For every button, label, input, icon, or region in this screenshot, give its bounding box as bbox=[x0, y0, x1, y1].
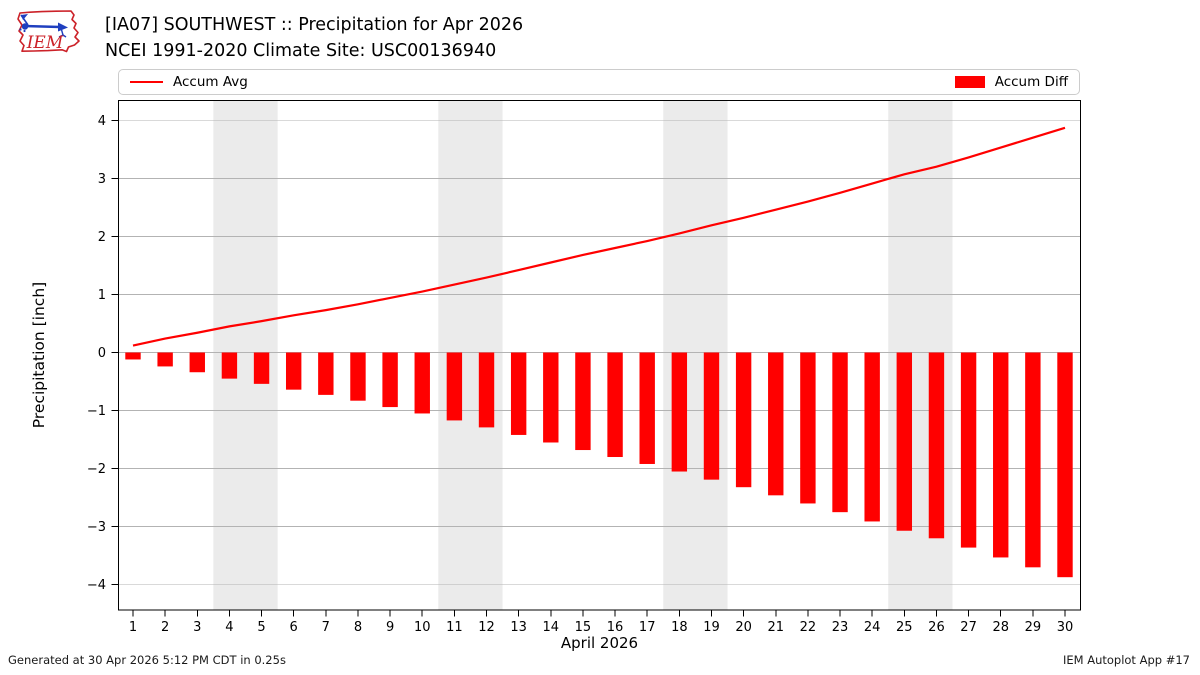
svg-text:21: 21 bbox=[767, 620, 784, 635]
svg-text:11: 11 bbox=[446, 620, 463, 635]
bar-day-17 bbox=[639, 352, 655, 464]
x-axis-label: April 2026 bbox=[561, 634, 638, 652]
wind-vane-icon bbox=[19, 14, 68, 38]
svg-text:5: 5 bbox=[257, 620, 265, 635]
bar-day-13 bbox=[510, 352, 527, 435]
svg-text:−4: −4 bbox=[87, 578, 106, 593]
bar-day-28 bbox=[993, 352, 1009, 558]
bar-day-4 bbox=[221, 352, 238, 379]
svg-text:1: 1 bbox=[129, 620, 137, 635]
svg-text:2: 2 bbox=[161, 620, 169, 635]
svg-text:3: 3 bbox=[98, 172, 106, 187]
bar-day-26 bbox=[928, 352, 945, 539]
svg-text:26: 26 bbox=[928, 620, 945, 635]
svg-text:9: 9 bbox=[386, 620, 394, 635]
svg-text:18: 18 bbox=[671, 620, 688, 635]
x-axis-ticks: 1 2 3 4 5 6 7 8 9 10 11 12 13 14 15 16 17 18 19 20 21 22 23 24 2… bbox=[129, 610, 1073, 635]
bar-day-20 bbox=[735, 352, 752, 488]
plot-frame bbox=[118, 100, 1081, 611]
iowa-outline-icon bbox=[17, 10, 80, 53]
svg-text:27: 27 bbox=[960, 620, 977, 635]
svg-text:23: 23 bbox=[832, 620, 849, 635]
svg-text:25: 25 bbox=[896, 620, 913, 635]
bar-day-11 bbox=[446, 352, 463, 421]
svg-text:30: 30 bbox=[1057, 620, 1074, 635]
svg-text:−1: −1 bbox=[87, 404, 106, 419]
legend-item-accum-avg: Accum Avg bbox=[130, 74, 248, 90]
accum-diff-bars bbox=[125, 352, 1073, 578]
bar-day-30 bbox=[1057, 352, 1073, 578]
y-axis-label: Precipitation [inch] bbox=[30, 282, 48, 428]
svg-text:28: 28 bbox=[992, 620, 1009, 635]
bar-day-27 bbox=[960, 352, 977, 548]
bar-day-7 bbox=[318, 352, 334, 395]
legend: Accum Avg Accum Diff bbox=[118, 69, 1080, 95]
bar-day-19 bbox=[703, 352, 720, 480]
bar-day-2 bbox=[157, 352, 173, 367]
bar-day-1 bbox=[125, 352, 141, 360]
bar-day-14 bbox=[543, 352, 559, 443]
logo-text: IEM bbox=[26, 33, 64, 53]
bar-day-23 bbox=[832, 352, 848, 513]
gridlines bbox=[118, 119, 1081, 586]
bar-swatch-icon bbox=[954, 76, 985, 88]
bar-day-10 bbox=[414, 352, 430, 414]
bar-day-24 bbox=[864, 352, 880, 522]
svg-text:0: 0 bbox=[98, 346, 106, 361]
bar-day-18 bbox=[671, 352, 688, 472]
bar-day-15 bbox=[575, 352, 591, 451]
svg-text:8: 8 bbox=[354, 620, 362, 635]
bar-day-29 bbox=[1025, 352, 1041, 568]
svg-text:22: 22 bbox=[800, 620, 817, 635]
svg-text:4: 4 bbox=[225, 620, 233, 635]
chart-subtitle: NCEI 1991-2020 Climate Site: USC00136940 bbox=[105, 41, 497, 61]
legend-label-accum-diff: Accum Diff bbox=[994, 74, 1068, 90]
svg-text:1: 1 bbox=[98, 288, 106, 303]
legend-item-accum-diff: Accum Diff bbox=[954, 74, 1068, 90]
bar-day-22 bbox=[800, 352, 816, 504]
svg-text:19: 19 bbox=[703, 620, 720, 635]
svg-text:16: 16 bbox=[607, 620, 624, 635]
bar-day-6 bbox=[285, 352, 302, 390]
svg-text:4: 4 bbox=[98, 114, 106, 129]
svg-text:17: 17 bbox=[639, 620, 656, 635]
svg-text:15: 15 bbox=[575, 620, 592, 635]
svg-text:7: 7 bbox=[322, 620, 330, 635]
bar-day-21 bbox=[768, 352, 784, 496]
svg-text:12: 12 bbox=[478, 620, 495, 635]
generated-timestamp: Generated at 30 Apr 2026 5:12 PM CDT in … bbox=[8, 653, 286, 667]
y-axis-ticks: 4 3 2 1 0 −1 −2 −3 −4 bbox=[87, 114, 119, 593]
bar-day-16 bbox=[607, 352, 623, 458]
svg-text:13: 13 bbox=[510, 620, 527, 635]
svg-text:14: 14 bbox=[543, 620, 560, 635]
svg-text:3: 3 bbox=[193, 620, 201, 635]
bar-day-8 bbox=[350, 352, 366, 401]
title-block: [IA07] SOUTHWEST :: Precipitation for Ap… bbox=[105, 12, 523, 64]
accum-avg-line bbox=[132, 126, 1066, 347]
svg-text:2: 2 bbox=[98, 230, 106, 245]
legend-label-accum-avg: Accum Avg bbox=[173, 74, 248, 90]
bar-day-12 bbox=[478, 352, 495, 428]
svg-text:−2: −2 bbox=[87, 462, 106, 477]
chart-title: [IA07] SOUTHWEST :: Precipitation for Ap… bbox=[105, 15, 524, 35]
svg-text:29: 29 bbox=[1025, 620, 1042, 635]
bar-day-9 bbox=[382, 352, 398, 408]
svg-text:10: 10 bbox=[414, 620, 431, 635]
svg-text:20: 20 bbox=[735, 620, 752, 635]
line-swatch-icon bbox=[130, 81, 163, 83]
app-credit: IEM Autoplot App #17 bbox=[1062, 653, 1190, 667]
svg-text:6: 6 bbox=[290, 620, 298, 635]
svg-text:−3: −3 bbox=[87, 520, 106, 535]
bar-day-5 bbox=[253, 352, 270, 384]
iem-logo: IEM bbox=[17, 10, 80, 53]
svg-text:24: 24 bbox=[864, 620, 881, 635]
bar-day-3 bbox=[189, 352, 205, 373]
bar-day-25 bbox=[896, 352, 913, 531]
